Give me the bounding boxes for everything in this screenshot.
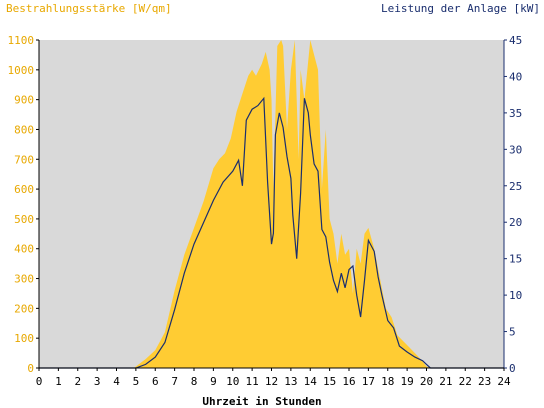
- x-tick-label: 7: [171, 375, 178, 388]
- left-tick-label: 700: [14, 153, 34, 166]
- x-tick-label: 13: [284, 375, 297, 388]
- right-tick-label: 10: [509, 289, 522, 302]
- x-tick-label: 23: [478, 375, 491, 388]
- left-axis-title: Bestrahlungsstärke [W/qm]: [6, 2, 172, 15]
- right-tick-label: 15: [509, 253, 522, 266]
- right-tick-label: 35: [509, 107, 522, 120]
- right-tick-label: 30: [509, 143, 522, 156]
- x-tick-label: 16: [342, 375, 355, 388]
- x-tick-label: 11: [246, 375, 259, 388]
- left-tick-label: 200: [14, 302, 34, 315]
- x-tick-label: 15: [323, 375, 336, 388]
- left-tick-label: 800: [14, 123, 34, 136]
- x-tick-label: 2: [74, 375, 81, 388]
- left-tick-label: 600: [14, 183, 34, 196]
- left-tick-label: 300: [14, 273, 34, 286]
- left-tick-label: 1100: [8, 34, 35, 47]
- x-tick-label: 9: [210, 375, 217, 388]
- x-tick-label: 1: [55, 375, 62, 388]
- x-tick-label: 5: [133, 375, 140, 388]
- x-tick-label: 21: [439, 375, 452, 388]
- power-line: [39, 96, 504, 369]
- x-tick-label: 14: [304, 375, 318, 388]
- x-axis-title: Uhrzeit in Stunden: [202, 395, 321, 408]
- right-axis-title: Leistung der Anlage [kW]: [381, 2, 540, 15]
- x-tick-label: 20: [420, 375, 433, 388]
- right-tick-label: 25: [509, 180, 522, 193]
- x-tick-label: 6: [152, 375, 159, 388]
- x-tick-label: 8: [191, 375, 198, 388]
- axes-layer: 0100200300400500600700800900100011000510…: [8, 34, 523, 388]
- x-tick-label: 10: [226, 375, 239, 388]
- irradiance-area: [39, 40, 504, 368]
- series-layer: [39, 40, 504, 369]
- right-tick-label: 0: [509, 362, 516, 375]
- right-tick-label: 20: [509, 216, 522, 229]
- right-tick-label: 45: [509, 34, 522, 47]
- x-tick-label: 22: [459, 375, 472, 388]
- x-tick-label: 17: [362, 375, 375, 388]
- left-tick-label: 1000: [8, 64, 35, 77]
- x-tick-label: 4: [113, 375, 120, 388]
- left-tick-label: 500: [14, 213, 34, 226]
- x-tick-label: 3: [94, 375, 101, 388]
- x-tick-label: 19: [401, 375, 414, 388]
- left-tick-label: 0: [27, 362, 34, 375]
- x-tick-label: 24: [497, 375, 511, 388]
- left-tick-label: 400: [14, 243, 34, 256]
- right-tick-label: 40: [509, 70, 522, 83]
- right-tick-label: 5: [509, 326, 516, 339]
- left-tick-label: 100: [14, 332, 34, 345]
- x-tick-label: 18: [381, 375, 394, 388]
- x-tick-label: 0: [36, 375, 43, 388]
- left-tick-label: 900: [14, 94, 34, 107]
- x-tick-label: 12: [265, 375, 278, 388]
